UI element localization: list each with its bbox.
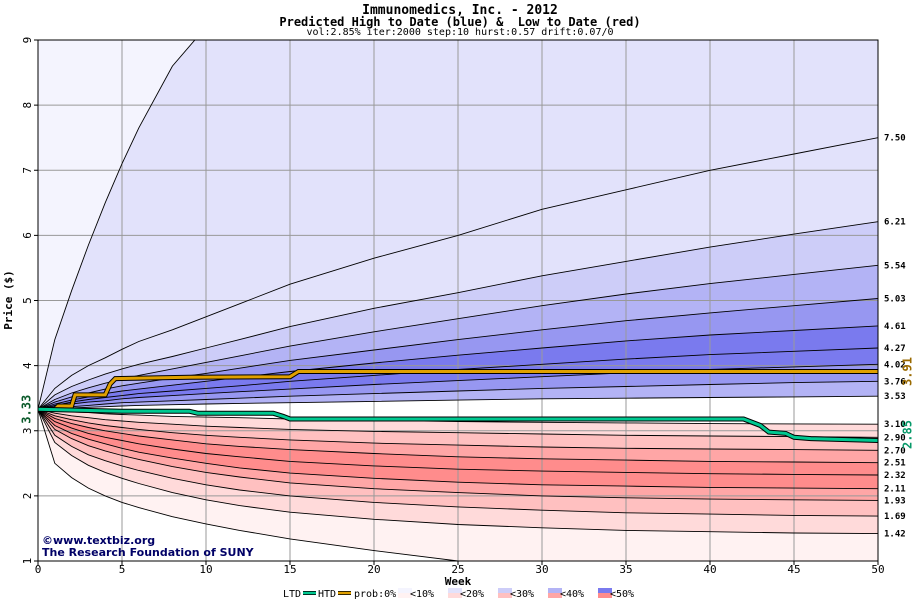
legend-range-3: <40% xyxy=(560,589,584,600)
high-quantile-label-6: 4.27 xyxy=(884,344,906,354)
low-quantile-line-8 xyxy=(38,409,878,535)
credit-website: ©www.textbiz.org xyxy=(42,534,156,547)
low-quantile-line-2 xyxy=(38,408,878,451)
band-low-1 xyxy=(38,409,878,451)
legend-swatch-red-1 xyxy=(448,593,462,598)
high-quantile-line-6 xyxy=(38,347,878,410)
x-tick-label-35: 35 xyxy=(619,563,632,576)
high-quantile-line-2 xyxy=(38,221,878,410)
legend-range-1: <20% xyxy=(460,589,484,600)
start-price-label: 3.33 xyxy=(20,395,34,424)
x-tick-label-5: 5 xyxy=(119,563,126,576)
x-tick-label-10: 10 xyxy=(199,563,212,576)
low-quantile-line-1 xyxy=(38,408,878,438)
legend-prob-label: prob:0% xyxy=(354,589,396,600)
high-quantile-line-9 xyxy=(38,395,878,410)
high-quantile-label-5: 4.61 xyxy=(884,322,906,332)
y-tick-label-6: 6 xyxy=(21,232,34,239)
x-tick-label-50: 50 xyxy=(871,563,884,576)
band-low-7 xyxy=(38,409,878,534)
legend-swatch-blue-1 xyxy=(448,588,462,593)
chart-parameters: vol:2.85% iter:2000 step:10 hurst:0.57 d… xyxy=(306,27,614,38)
y-tick-label-8: 8 xyxy=(21,102,34,109)
low-quantile-label-2: 2.70 xyxy=(884,446,906,456)
credit-organization: The Research Foundation of SUNY xyxy=(42,546,254,559)
x-tick-label-45: 45 xyxy=(787,563,800,576)
low-quantile-label-8: 1.42 xyxy=(884,530,906,540)
y-axis-label: Price ($) xyxy=(2,270,15,330)
legend: LTD HTD prob:0% <10% <20% <30% <40% <50% xyxy=(283,588,634,600)
low-quantile-line-9 xyxy=(38,409,462,561)
low-quantile-line-4 xyxy=(38,408,878,476)
y-tick-label-1: 1 xyxy=(21,558,34,565)
high-quantile-label-1: 7.50 xyxy=(884,134,906,144)
legend-range-2: <30% xyxy=(510,589,534,600)
band-low-6 xyxy=(38,409,878,517)
x-tick-label-0: 0 xyxy=(35,563,42,576)
y-tick-label-2: 2 xyxy=(21,493,34,500)
low-quantile-label-7: 1.69 xyxy=(884,512,906,522)
x-axis-label: Week xyxy=(445,575,472,588)
low-quantile-line-5 xyxy=(38,408,878,490)
band-low-8 xyxy=(38,409,878,561)
y-tick-label-9: 9 xyxy=(21,37,34,44)
legend-range-0: <10% xyxy=(410,589,434,600)
y-tick-label-3: 3 xyxy=(21,427,34,434)
x-tick-label-30: 30 xyxy=(535,563,548,576)
right-labels: 7.50 6.21 5.54 5.03 4.61 4.27 4.02 3.76 3.53 3.10… xyxy=(884,134,915,540)
legend-swatch-blue-3 xyxy=(548,588,562,593)
high-quantile-label-3: 5.54 xyxy=(884,261,906,271)
low-quantile-label-1: 2.90 xyxy=(884,433,906,443)
legend-ltd-label: LTD xyxy=(283,589,301,600)
high-quantile-label-7: 4.02 xyxy=(884,360,906,370)
low-quantile-label-3: 2.51 xyxy=(884,459,906,469)
low-quantile-label-5: 2.11 xyxy=(884,485,906,495)
x-tick-label-20: 20 xyxy=(367,563,380,576)
y-tick-label-5: 5 xyxy=(21,297,34,304)
legend-swatch-blue-4 xyxy=(598,588,612,593)
y-tick-label-4: 4 xyxy=(21,362,34,369)
htd-line xyxy=(38,370,878,411)
high-quantile-label-4: 5.03 xyxy=(884,295,906,305)
ltd-line xyxy=(38,407,878,442)
chart-title: Immunomedics, Inc. - 2012 xyxy=(362,3,558,18)
ltd-value-label: 2.85 xyxy=(901,420,915,449)
htd-value-label: 3.91 xyxy=(901,357,915,386)
legend-swatch-red-0 xyxy=(398,593,412,598)
high-quantile-label-9: 3.53 xyxy=(884,392,906,402)
x-tick-label-15: 15 xyxy=(283,563,296,576)
to-date-lines xyxy=(38,369,878,443)
low-quantile-line-3 xyxy=(38,408,878,464)
legend-swatch-red-3 xyxy=(548,593,562,598)
high-quantile-line-3 xyxy=(38,264,878,410)
high-quantile-label-2: 6.21 xyxy=(884,218,906,228)
high-quantile-line-1 xyxy=(38,137,878,410)
legend-swatch-blue-0 xyxy=(398,588,412,593)
x-tick-label-40: 40 xyxy=(703,563,716,576)
legend-swatch-blue-2 xyxy=(498,588,512,593)
legend-swatch-red-4 xyxy=(598,593,612,598)
legend-htd-label: HTD xyxy=(318,589,336,600)
low-quantile-label-0: 3.10 xyxy=(884,420,906,430)
low-quantile-line-6 xyxy=(38,409,878,501)
legend-swatch-red-2 xyxy=(498,593,512,598)
high-quantile-label-8: 3.76 xyxy=(884,377,906,387)
band-low-2 xyxy=(38,409,878,463)
y-tick-label-7: 7 xyxy=(21,167,34,174)
legend-range-4: <50% xyxy=(610,589,634,600)
high-quantile-line-0 xyxy=(38,40,196,410)
high-quantile-line-8 xyxy=(38,380,878,410)
chart-subtitle: Predicted High to Date (blue) & Low to D… xyxy=(279,15,641,29)
low-quantile-label-4: 2.32 xyxy=(884,471,906,481)
x-tick-label-25: 25 xyxy=(451,563,464,576)
low-quantile-label-6: 1.93 xyxy=(884,496,906,506)
low-quantile-line-7 xyxy=(38,409,878,517)
